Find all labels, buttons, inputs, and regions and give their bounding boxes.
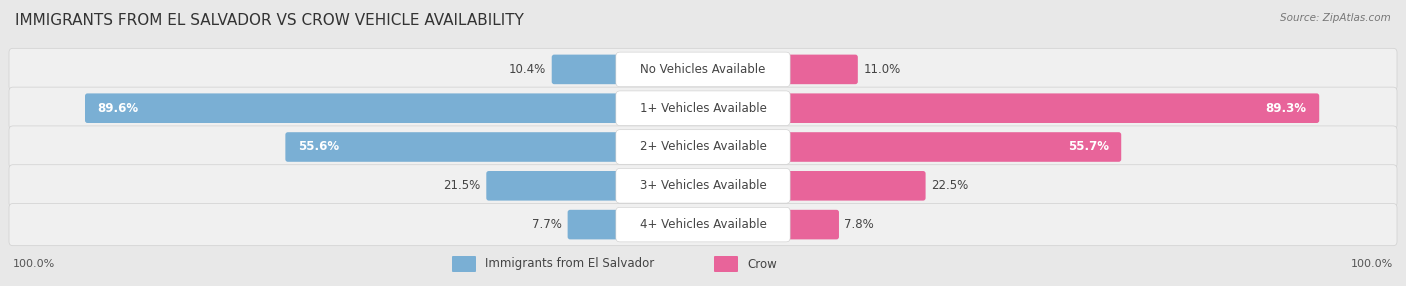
- FancyBboxPatch shape: [568, 210, 619, 239]
- Text: 11.0%: 11.0%: [863, 63, 901, 76]
- Text: 1+ Vehicles Available: 1+ Vehicles Available: [640, 102, 766, 115]
- FancyBboxPatch shape: [8, 204, 1398, 246]
- Text: 22.5%: 22.5%: [931, 179, 969, 192]
- Text: 7.8%: 7.8%: [845, 218, 875, 231]
- FancyBboxPatch shape: [787, 210, 839, 239]
- FancyBboxPatch shape: [8, 48, 1398, 90]
- FancyBboxPatch shape: [616, 168, 790, 203]
- Text: 100.0%: 100.0%: [13, 259, 55, 269]
- FancyBboxPatch shape: [787, 132, 1121, 162]
- FancyBboxPatch shape: [787, 94, 1319, 123]
- Text: Crow: Crow: [747, 257, 776, 271]
- FancyBboxPatch shape: [714, 256, 738, 272]
- Text: 100.0%: 100.0%: [1351, 259, 1393, 269]
- Text: Immigrants from El Salvador: Immigrants from El Salvador: [485, 257, 654, 271]
- Text: 55.6%: 55.6%: [298, 140, 339, 154]
- Text: 7.7%: 7.7%: [533, 218, 562, 231]
- FancyBboxPatch shape: [616, 207, 790, 242]
- FancyBboxPatch shape: [551, 55, 619, 84]
- Text: 4+ Vehicles Available: 4+ Vehicles Available: [640, 218, 766, 231]
- Text: 55.7%: 55.7%: [1067, 140, 1109, 154]
- Text: 21.5%: 21.5%: [443, 179, 481, 192]
- Text: Source: ZipAtlas.com: Source: ZipAtlas.com: [1281, 13, 1391, 23]
- Text: 10.4%: 10.4%: [509, 63, 546, 76]
- FancyBboxPatch shape: [787, 171, 925, 200]
- FancyBboxPatch shape: [84, 94, 619, 123]
- FancyBboxPatch shape: [451, 256, 477, 272]
- FancyBboxPatch shape: [8, 165, 1398, 207]
- FancyBboxPatch shape: [616, 52, 790, 87]
- FancyBboxPatch shape: [616, 130, 790, 164]
- FancyBboxPatch shape: [787, 55, 858, 84]
- FancyBboxPatch shape: [486, 171, 619, 200]
- Text: 89.3%: 89.3%: [1265, 102, 1306, 115]
- Text: IMMIGRANTS FROM EL SALVADOR VS CROW VEHICLE AVAILABILITY: IMMIGRANTS FROM EL SALVADOR VS CROW VEHI…: [15, 13, 524, 28]
- Text: No Vehicles Available: No Vehicles Available: [640, 63, 766, 76]
- FancyBboxPatch shape: [8, 87, 1398, 129]
- FancyBboxPatch shape: [8, 126, 1398, 168]
- Text: 89.6%: 89.6%: [97, 102, 139, 115]
- Text: 2+ Vehicles Available: 2+ Vehicles Available: [640, 140, 766, 154]
- Text: 3+ Vehicles Available: 3+ Vehicles Available: [640, 179, 766, 192]
- FancyBboxPatch shape: [616, 91, 790, 126]
- FancyBboxPatch shape: [285, 132, 619, 162]
